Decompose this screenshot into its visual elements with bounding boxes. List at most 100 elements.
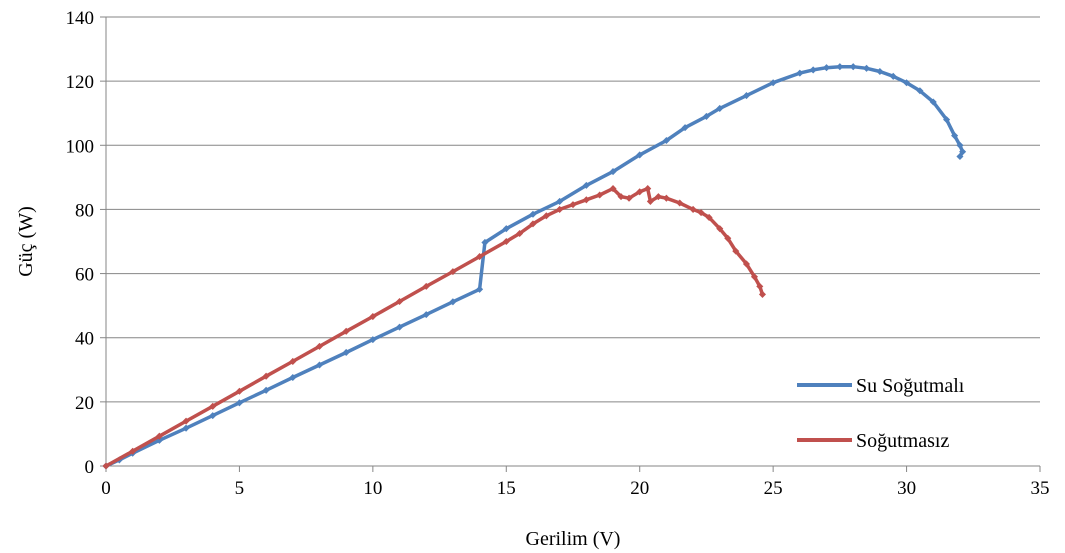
x-tick-label-0: 0 [101,478,111,499]
data-point-0-21 [609,168,617,176]
data-point-0-38 [916,87,924,95]
data-point-0-11 [369,336,377,344]
x-tick-label-25: 25 [764,478,783,499]
legend-label-su-sogutmali: Su Soğutmalı [856,375,965,397]
series-layer [102,63,967,470]
legend-label-sogutmasiz: Soğutmasız [856,430,949,452]
data-point-1-19 [556,205,564,213]
y-tick-label-20: 20 [75,393,94,414]
data-point-1-9 [342,327,350,335]
y-tick-label-60: 60 [75,265,94,286]
y-tick-label-0: 0 [85,457,95,478]
data-point-0-8 [289,373,297,382]
data-point-1-2 [155,432,163,440]
data-point-0-31 [822,64,831,72]
data-point-0-26 [716,104,724,112]
series-0 [102,63,967,470]
y-tick-label-100: 100 [66,136,95,157]
data-point-1-10 [369,313,377,321]
data-point-1-33 [697,209,705,217]
data-point-1-39 [750,273,758,281]
data-point-0-13 [422,311,430,319]
data-point-0-33 [849,63,857,71]
data-point-1-17 [529,220,537,228]
data-point-1-1 [129,447,137,455]
data-point-0-42 [956,141,964,149]
x-tick-label-5: 5 [235,478,245,499]
data-point-0-5 [209,412,217,420]
data-point-1-23 [609,185,617,193]
series-line-0 [105,64,965,468]
data-point-0-43 [959,148,967,156]
y-tick-label-40: 40 [75,329,94,350]
data-point-1-40 [756,282,764,290]
data-point-1-5 [235,387,243,395]
data-point-0-24 [681,124,689,132]
data-point-0-16 [481,238,489,246]
data-point-0-41 [951,132,959,140]
data-point-1-24 [617,193,625,201]
data-point-1-27 [644,185,652,193]
data-point-0-4 [182,424,190,432]
axes [105,17,1040,467]
data-point-1-3 [182,417,190,425]
data-point-0-15 [476,285,484,293]
data-point-1-11 [396,297,404,306]
y-tick-label-120: 120 [66,72,95,93]
x-tick-label-15: 15 [497,478,516,499]
data-point-1-12 [422,282,430,290]
data-point-0-19 [556,197,564,205]
data-point-0-27 [742,92,750,100]
data-point-1-7 [289,357,297,365]
y-axis-title: Güç (W) [15,206,37,277]
data-point-1-14 [476,253,484,261]
x-tick-label-10: 10 [363,478,382,499]
data-point-1-38 [742,260,750,268]
data-point-1-0 [102,462,110,470]
data-point-1-29 [654,193,662,201]
y-tick-label-140: 140 [66,8,95,29]
data-point-0-28 [769,79,777,87]
x-axis-ticks: 0 5 10 15 20 25 30 35 [101,466,1050,499]
data-point-1-28 [646,197,654,205]
data-point-1-26 [636,188,644,196]
data-point-0-39 [929,98,937,106]
data-point-0-7 [262,386,270,394]
data-point-1-4 [209,402,217,410]
data-point-0-12 [396,323,404,331]
data-point-1-13 [449,268,457,276]
data-point-1-37 [732,247,740,255]
data-point-1-41 [758,290,767,298]
data-point-1-16 [516,229,524,238]
data-point-1-22 [596,191,604,199]
data-point-0-10 [342,348,350,357]
data-point-1-30 [662,194,670,202]
legend: Su Soğutmalı Soğutmasız [797,375,965,452]
data-point-0-30 [809,66,817,74]
data-point-1-35 [716,225,724,233]
x-tick-label-30: 30 [897,478,916,499]
series-line-1 [105,186,765,468]
data-point-1-36 [724,234,732,242]
data-point-1-25 [625,194,633,202]
x-tick-label-20: 20 [630,478,649,499]
data-point-1-15 [502,237,510,246]
x-tick-label-35: 35 [1031,478,1050,499]
data-point-0-35 [876,67,884,76]
data-point-0-20 [582,181,590,189]
data-point-0-23 [662,136,670,145]
data-point-0-18 [529,210,537,218]
data-point-0-14 [449,298,457,306]
data-point-1-20 [569,201,577,209]
series-1 [102,185,767,470]
data-point-1-18 [542,212,550,220]
data-point-0-17 [502,225,510,233]
data-point-1-31 [676,199,684,207]
data-point-0-34 [863,64,871,72]
gridlines [106,16,1040,403]
data-point-1-32 [689,205,697,213]
data-point-1-8 [315,342,324,350]
data-point-0-25 [702,112,710,120]
data-point-0-9 [315,361,324,369]
